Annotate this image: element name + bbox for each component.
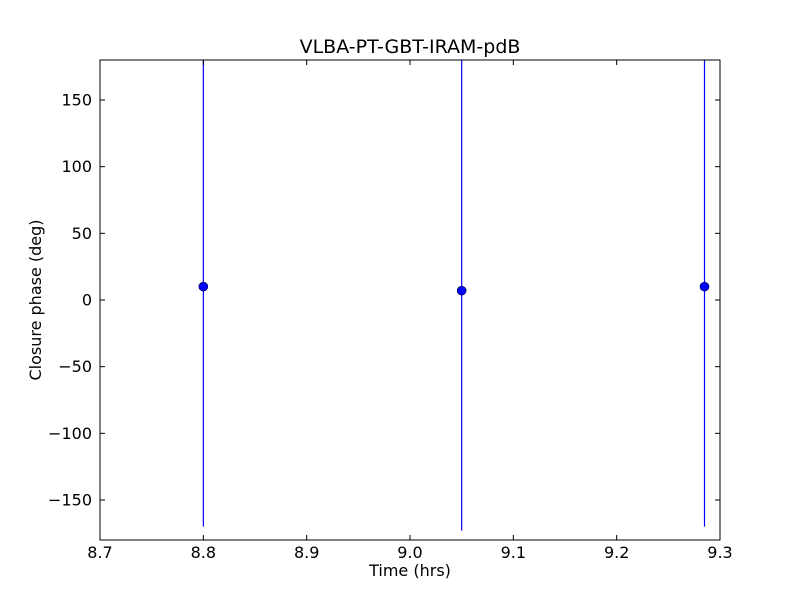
data-point xyxy=(699,281,710,292)
x-tick-label: 9.1 xyxy=(501,543,526,562)
x-tick-label: 9.3 xyxy=(707,543,732,562)
y-tick-label: −150 xyxy=(48,491,92,510)
x-tick-label: 9.2 xyxy=(604,543,629,562)
x-tick-label: 9.0 xyxy=(397,543,422,562)
x-tick-label: 8.7 xyxy=(87,543,112,562)
x-axis-label: Time (hrs) xyxy=(368,561,451,580)
plot-frame xyxy=(99,59,721,541)
y-tick-label: 150 xyxy=(61,91,92,110)
data-point xyxy=(456,285,467,296)
x-tick-label: 8.8 xyxy=(191,543,216,562)
x-tick-label: 8.9 xyxy=(294,543,319,562)
y-tick-label: −50 xyxy=(58,357,92,376)
data-point xyxy=(198,281,209,292)
y-tick-label: −100 xyxy=(48,424,92,443)
plot-area xyxy=(198,60,710,531)
y-axis: 150 100 50 0 −50 −100 −150 xyxy=(48,91,720,510)
x-axis: 8.7 8.8 8.9 9.0 9.1 9.2 9.3 xyxy=(87,60,733,562)
chart-title: VLBA-PT-GBT-IRAM-pdB xyxy=(300,36,521,58)
y-tick-label: 50 xyxy=(72,224,92,243)
y-axis-label: Closure phase (deg) xyxy=(26,219,45,380)
y-tick-label: 0 xyxy=(82,291,92,310)
y-tick-label: 100 xyxy=(61,157,92,176)
